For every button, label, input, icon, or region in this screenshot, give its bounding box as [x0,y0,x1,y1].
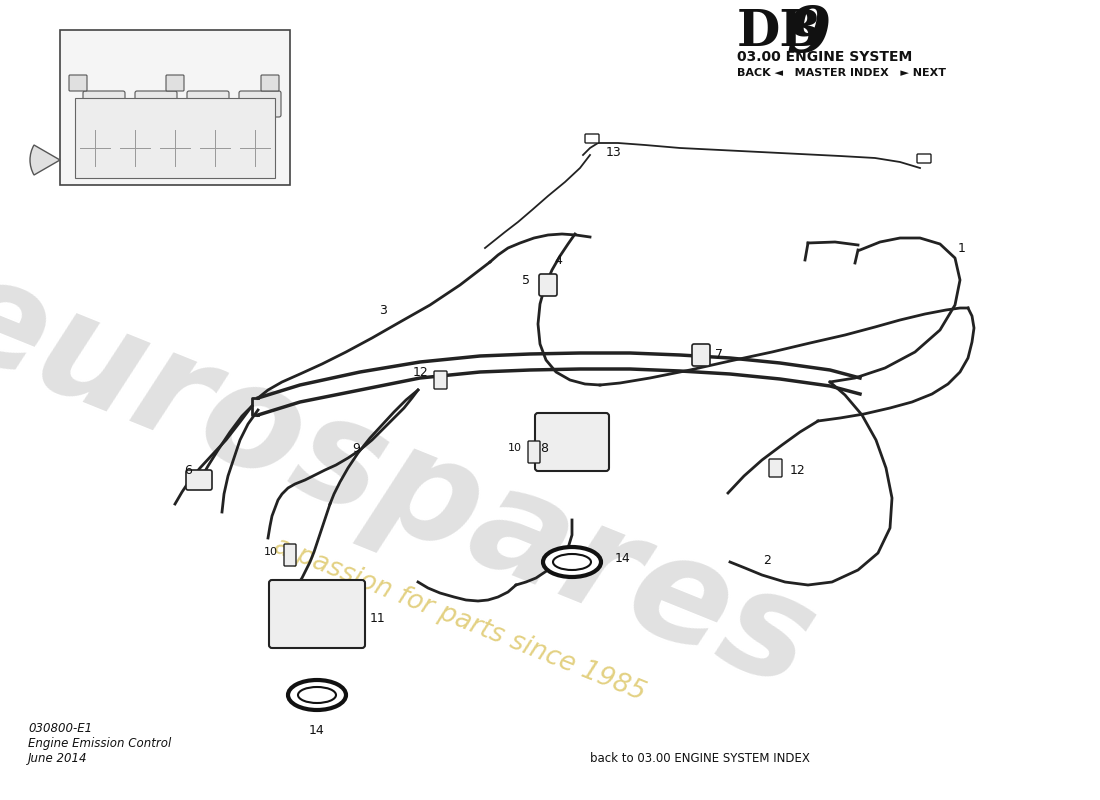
FancyBboxPatch shape [187,91,229,117]
Text: 12: 12 [790,463,805,477]
FancyBboxPatch shape [69,75,87,91]
FancyBboxPatch shape [239,91,280,117]
Text: 14: 14 [309,723,324,737]
Ellipse shape [553,554,591,570]
Text: 2: 2 [763,554,771,566]
FancyBboxPatch shape [284,544,296,566]
FancyBboxPatch shape [769,459,782,477]
FancyBboxPatch shape [585,134,600,143]
Text: June 2014: June 2014 [28,752,88,765]
FancyBboxPatch shape [166,75,184,91]
Text: 03.00 ENGINE SYSTEM: 03.00 ENGINE SYSTEM [737,50,912,64]
Text: Engine Emission Control: Engine Emission Control [28,737,172,750]
Text: back to 03.00 ENGINE SYSTEM INDEX: back to 03.00 ENGINE SYSTEM INDEX [590,752,810,765]
Text: BACK ◄   MASTER INDEX   ► NEXT: BACK ◄ MASTER INDEX ► NEXT [737,68,946,78]
FancyBboxPatch shape [75,98,275,178]
Ellipse shape [288,680,346,710]
Text: 1: 1 [958,242,966,254]
Text: 5: 5 [522,274,530,286]
Text: 8: 8 [540,442,548,454]
Text: 11: 11 [370,611,386,625]
Text: 10: 10 [264,547,278,557]
Text: 13: 13 [606,146,621,158]
FancyBboxPatch shape [186,470,212,490]
FancyBboxPatch shape [60,30,290,185]
FancyBboxPatch shape [82,91,125,117]
FancyBboxPatch shape [434,371,447,389]
Text: 6: 6 [184,463,191,477]
Text: 030800-E1: 030800-E1 [28,722,92,735]
Ellipse shape [543,547,601,577]
Ellipse shape [298,687,336,703]
FancyBboxPatch shape [270,580,365,648]
Text: 7: 7 [715,347,723,361]
Text: DB: DB [737,8,823,57]
Text: 9: 9 [786,4,830,66]
FancyBboxPatch shape [692,344,710,366]
Text: 14: 14 [615,551,630,565]
Text: 10: 10 [508,443,522,453]
Text: a passion for parts since 1985: a passion for parts since 1985 [271,534,650,706]
FancyBboxPatch shape [135,91,177,117]
FancyBboxPatch shape [539,274,557,296]
FancyBboxPatch shape [261,75,279,91]
Text: eurospares: eurospares [0,242,834,718]
Text: 12: 12 [412,366,428,378]
Wedge shape [30,145,60,175]
FancyBboxPatch shape [535,413,609,471]
FancyBboxPatch shape [528,441,540,463]
Text: 4: 4 [554,254,562,266]
Text: 3: 3 [379,303,387,317]
FancyBboxPatch shape [917,154,931,163]
Text: 9: 9 [352,442,360,454]
